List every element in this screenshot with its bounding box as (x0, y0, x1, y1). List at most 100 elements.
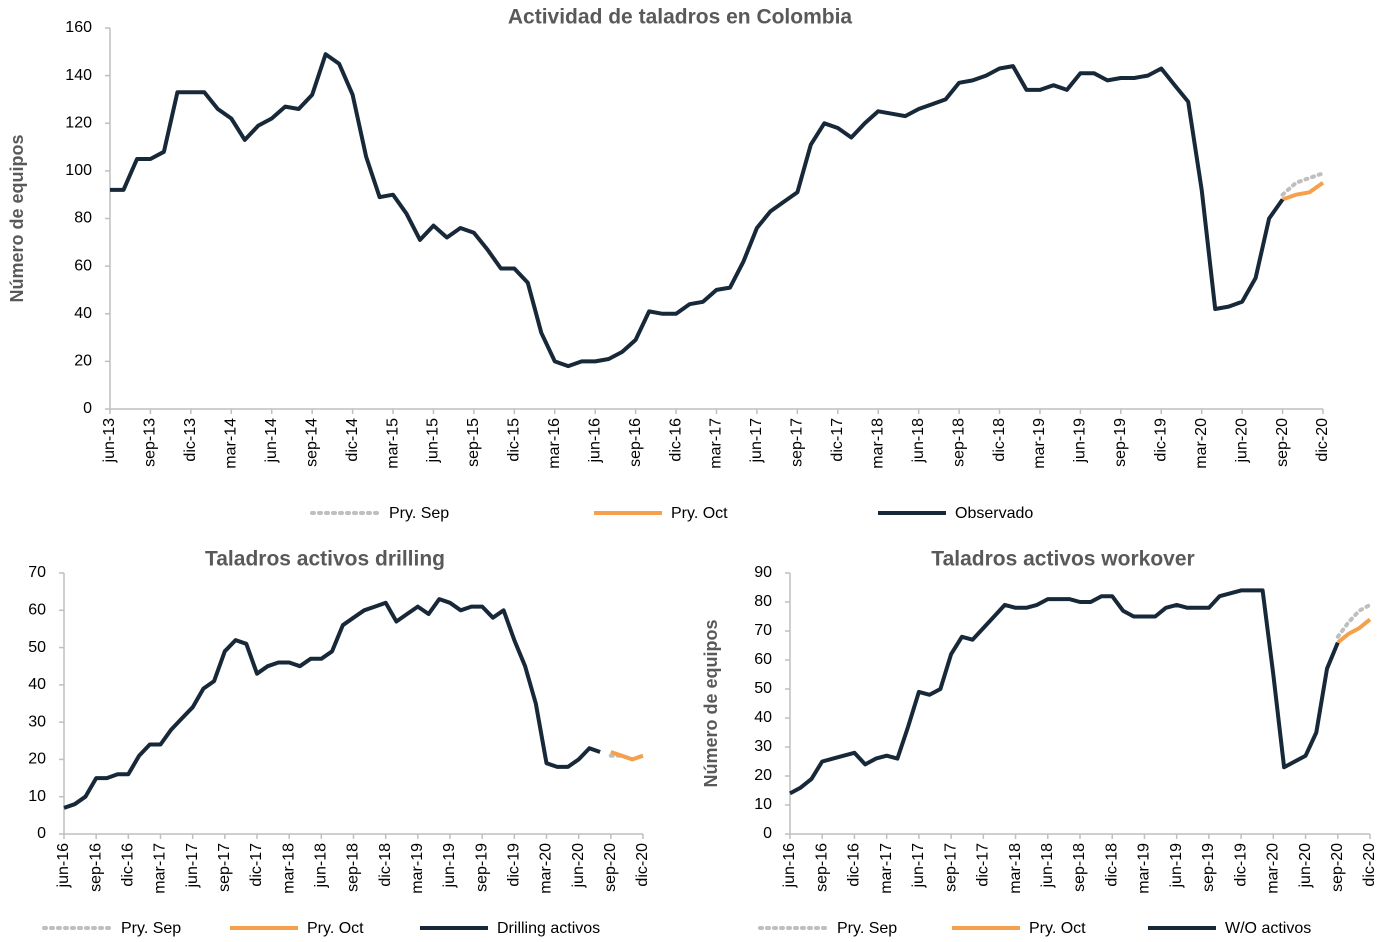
x-tick-label: jun-16 (55, 843, 72, 889)
x-tick-label: sep-20 (602, 843, 619, 892)
y-tick-label: 0 (37, 825, 46, 842)
x-tick-label: dic-16 (120, 843, 137, 887)
x-tick-label: jun-17 (748, 418, 765, 464)
x-tick-label: dic-18 (1103, 843, 1120, 887)
y-tick-label: 20 (74, 353, 92, 370)
y-tick-label: 50 (28, 639, 46, 656)
y-tick-label: 10 (28, 788, 46, 805)
y-tick-label: 80 (754, 593, 772, 610)
x-tick-label: mar-17 (878, 843, 895, 894)
x-tick-label: dic-17 (829, 418, 846, 462)
x-tick-label: jun-19 (441, 843, 458, 889)
x-tick-label: mar-20 (538, 843, 555, 894)
y-tick-label: 50 (754, 680, 772, 697)
x-tick-label: mar-20 (1193, 418, 1210, 469)
y-tick-label: 80 (74, 210, 92, 227)
x-tick-label: mar-18 (1007, 843, 1024, 894)
y-axis-label: Número de equipos (701, 619, 721, 787)
x-tick-label: mar-19 (409, 843, 426, 894)
y-tick-label: 40 (74, 305, 92, 322)
legend-label: Pry. Sep (121, 920, 181, 937)
x-tick-label: jun-15 (425, 418, 442, 464)
x-tick-label: jun-20 (1233, 418, 1250, 464)
y-tick-label: 20 (28, 751, 46, 768)
y-axis-label: Número de equipos (7, 134, 27, 302)
x-tick-label: jun-18 (1039, 843, 1056, 889)
legend-label: Pry. Oct (1029, 920, 1086, 937)
y-tick-label: 0 (83, 400, 92, 417)
y-tick-label: 60 (74, 257, 92, 274)
x-tick-label: jun-18 (910, 418, 927, 464)
y-tick-label: 10 (754, 796, 772, 813)
y-tick-label: 140 (65, 67, 92, 84)
x-tick-label: dic-19 (1232, 843, 1249, 887)
x-tick-label: sep-18 (345, 843, 362, 892)
x-tick-label: mar-19 (1031, 418, 1048, 469)
series-line (1336, 617, 1372, 645)
x-tick-label: sep-18 (950, 418, 967, 467)
x-tick-label: sep-15 (465, 418, 482, 467)
x-tick-label: dic-20 (634, 843, 651, 887)
x-tick-label: sep-16 (627, 418, 644, 467)
x-tick-label: jun-13 (101, 418, 118, 464)
y-tick-label: 160 (65, 19, 92, 36)
chart-title: Taladros activos workover (931, 548, 1194, 571)
y-tick-label: 90 (754, 564, 772, 581)
legend-label: Pry. Oct (671, 505, 728, 522)
x-tick-label: sep-18 (1071, 843, 1088, 892)
x-tick-label: dic-16 (667, 418, 684, 462)
x-tick-label: sep-20 (1274, 418, 1291, 467)
y-tick-label: 70 (28, 564, 46, 581)
x-tick-label: sep-14 (303, 418, 320, 467)
x-tick-label: jun-16 (586, 418, 603, 464)
x-tick-label: dic-17 (248, 843, 265, 887)
x-tick-label: mar-14 (223, 418, 240, 469)
x-tick-label: mar-16 (546, 418, 563, 469)
x-tick-label: jun-20 (1297, 843, 1314, 889)
series-line (1280, 171, 1325, 197)
legend-label: Drilling activos (497, 920, 600, 937)
x-tick-label: sep-16 (87, 843, 104, 892)
x-tick-label: dic-20 (1361, 843, 1378, 887)
x-tick-label: dic-16 (846, 843, 863, 887)
legend-label: Pry. Oct (307, 920, 364, 937)
x-tick-label: mar-18 (280, 843, 297, 894)
series-line (63, 597, 601, 810)
x-tick-label: sep-17 (216, 843, 233, 892)
y-tick-label: 120 (65, 114, 92, 131)
y-tick-label: 0 (763, 825, 772, 842)
x-tick-label: dic-18 (991, 418, 1008, 462)
legend-label: Pry. Sep (837, 920, 897, 937)
y-tick-label: 20 (754, 767, 772, 784)
x-tick-label: sep-19 (1200, 843, 1217, 892)
x-tick-label: dic-19 (506, 843, 523, 887)
legend-label: Pry. Sep (389, 505, 449, 522)
x-tick-label: jun-18 (313, 843, 330, 889)
x-tick-label: mar-18 (869, 418, 886, 469)
legend-label: W/O activos (1225, 920, 1311, 937)
y-tick-label: 60 (28, 602, 46, 619)
series-line (110, 52, 1285, 369)
y-tick-label: 100 (65, 162, 92, 179)
x-tick-label: sep-19 (473, 843, 490, 892)
y-tick-label: 30 (28, 713, 46, 730)
x-tick-label: mar-17 (152, 843, 169, 894)
x-tick-label: mar-20 (1265, 843, 1282, 894)
x-tick-label: dic-18 (377, 843, 394, 887)
x-tick-label: sep-20 (1329, 843, 1346, 892)
x-tick-label: jun-19 (1168, 843, 1185, 889)
x-tick-label: sep-19 (1112, 418, 1129, 467)
series-line (610, 750, 644, 762)
y-tick-label: 30 (754, 738, 772, 755)
x-tick-label: mar-17 (708, 418, 725, 469)
x-tick-label: dic-17 (975, 843, 992, 887)
y-tick-label: 40 (754, 709, 772, 726)
y-tick-label: 60 (754, 651, 772, 668)
y-tick-label: 40 (28, 676, 46, 693)
x-tick-label: dic-14 (344, 418, 361, 462)
chart-title: Taladros activos drilling (205, 548, 445, 571)
x-tick-label: jun-17 (910, 843, 927, 889)
x-tick-label: jun-16 (781, 843, 798, 889)
legend-label: Observado (955, 505, 1033, 522)
